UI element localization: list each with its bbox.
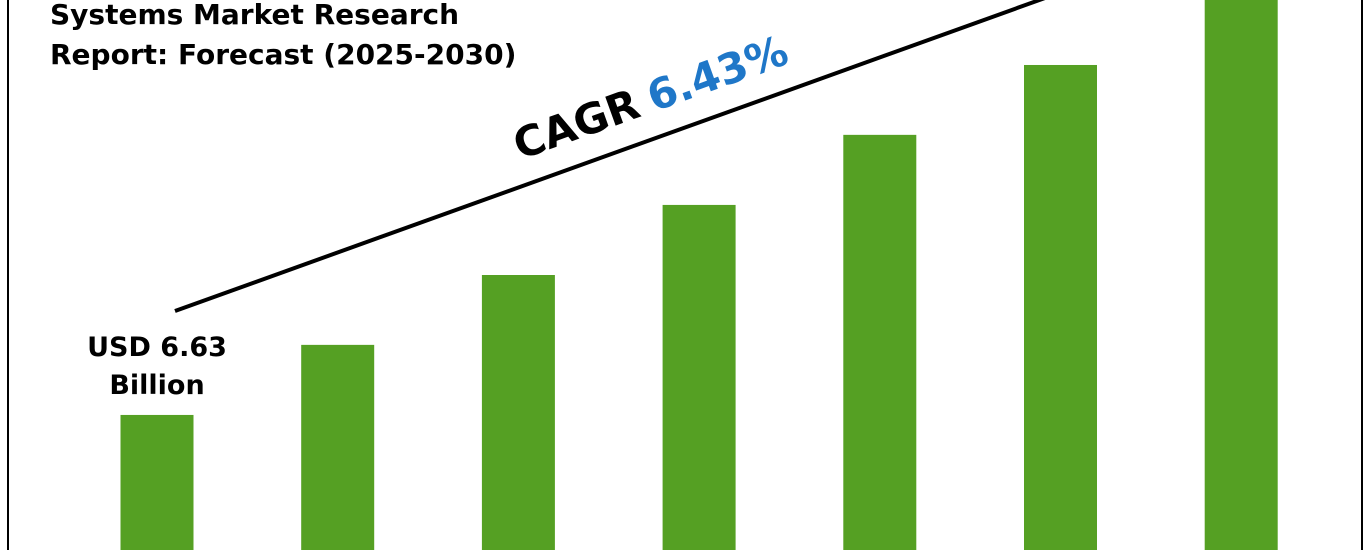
bar bbox=[1204, 0, 1278, 550]
bar bbox=[843, 134, 917, 550]
chart-title-line: Systems Market Research bbox=[50, 0, 459, 31]
trend-line bbox=[174, 0, 1046, 313]
bar bbox=[120, 414, 194, 550]
cagr-annotation: CAGR6.43% bbox=[507, 26, 794, 170]
bar bbox=[481, 275, 555, 550]
cagr-value: 6.43% bbox=[641, 26, 795, 121]
bar bbox=[301, 344, 375, 550]
value-label: USD 6.63 Billion bbox=[87, 331, 227, 401]
bar bbox=[662, 204, 736, 550]
bar bbox=[1024, 64, 1097, 550]
chart-title-line: Report: Forecast (2025-2030) bbox=[50, 38, 516, 71]
cagr-label: CAGR bbox=[507, 79, 646, 169]
